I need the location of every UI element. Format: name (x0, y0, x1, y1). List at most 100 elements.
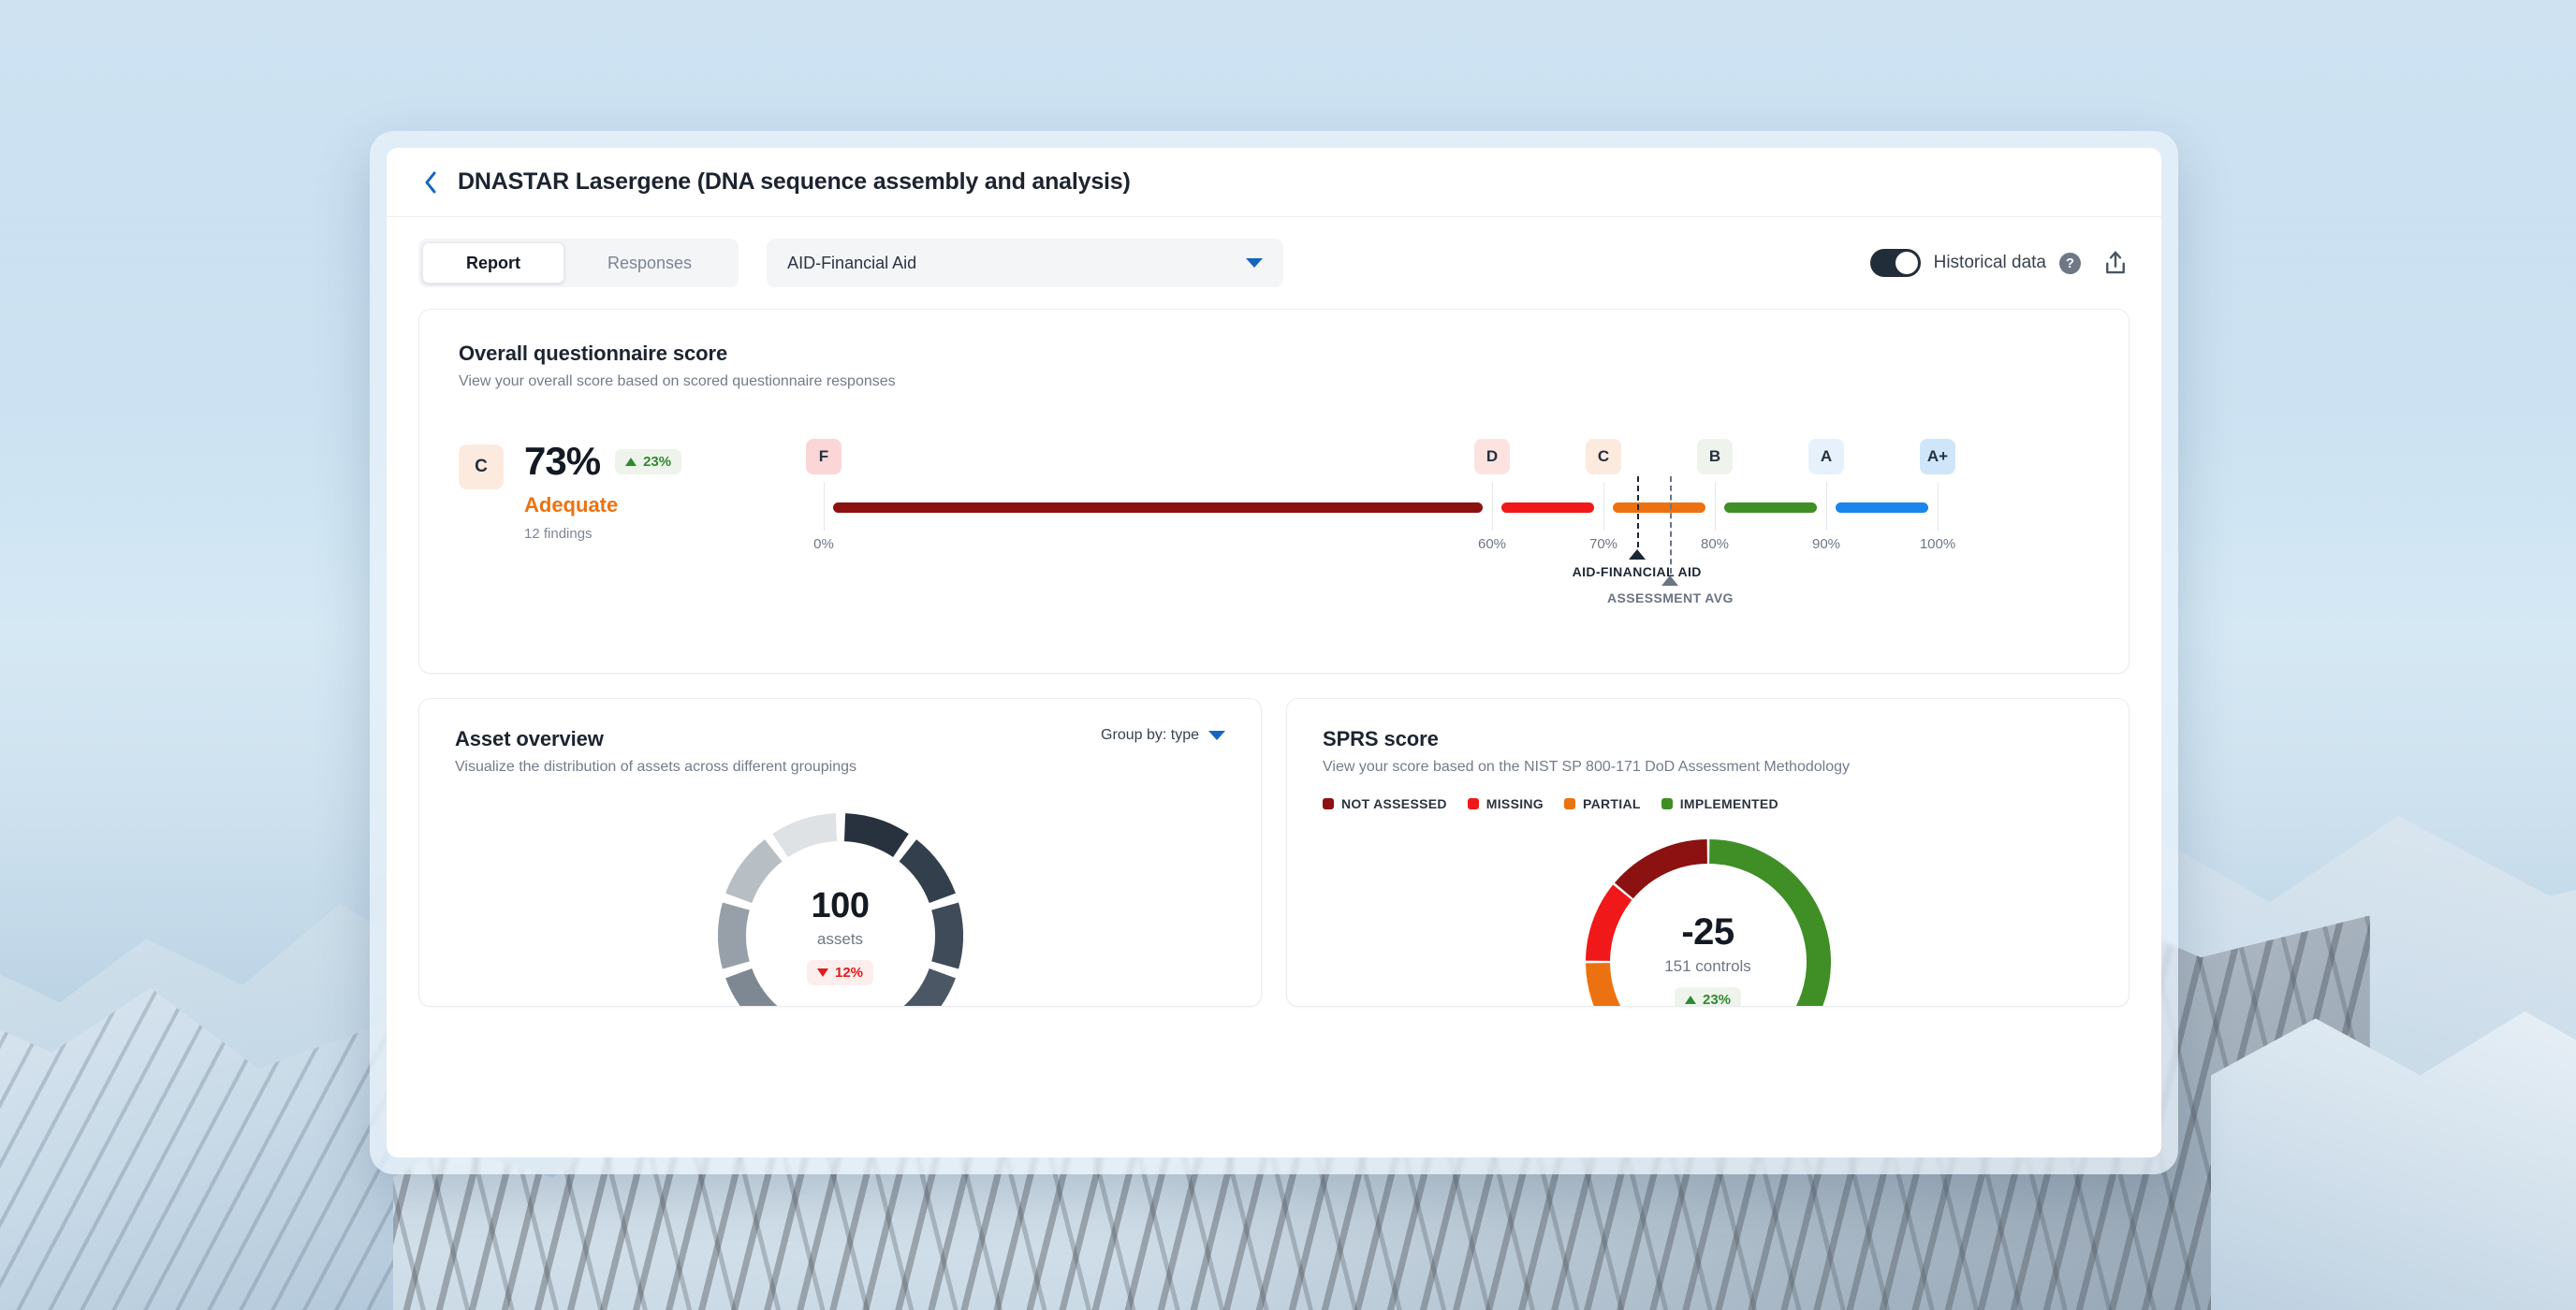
asset-overview-card: Asset overview Visualize the distributio… (418, 698, 1262, 1007)
marker-triangle-icon (1661, 575, 1679, 586)
sprs-score-card: SPRS score View your score based on the … (1286, 698, 2130, 1007)
marker-label: AID-FINANCIAL AID (1572, 564, 1702, 579)
scale-segment-a (1836, 502, 1928, 513)
legend-item: PARTIAL (1564, 796, 1641, 811)
scale-segment-f (833, 502, 1483, 513)
scale-segment-b (1724, 502, 1817, 513)
score-delta-value: 23% (643, 453, 672, 470)
chevron-down-icon (1246, 258, 1264, 268)
tab-report[interactable]: Report (422, 242, 564, 284)
legend-item: NOT ASSESSED (1323, 796, 1447, 811)
asset-overview-header: Asset overview Visualize the distributio… (455, 727, 1225, 776)
donut-segment (1585, 962, 1620, 1006)
toolbar-actions: Historical data ? (1869, 249, 2130, 277)
sprs-score-header: SPRS score View your score based on the … (1323, 727, 2093, 776)
score-row: 73% 23% (524, 439, 682, 484)
marker-label: ASSESSMENT AVG (1607, 590, 1734, 605)
app-window-frame: DNASTAR Lasergene (DNA sequence assembly… (370, 131, 2178, 1174)
toolbar: Report Responses AID-Financial Aid Histo… (387, 217, 2161, 309)
overall-score-subtitle: View your overall score based on scored … (459, 373, 896, 389)
tab-responses[interactable]: Responses (607, 253, 693, 272)
donut-center-value: 100 (811, 886, 870, 925)
legend-label: PARTIAL (1583, 796, 1641, 811)
donut-segment (843, 813, 909, 858)
assessment-select[interactable]: AID-Financial Aid (767, 239, 1284, 287)
foreground-ice-right (2211, 1011, 2576, 1310)
group-by-label: Group by: type (1101, 727, 1199, 743)
scale-segment-d (1501, 502, 1594, 513)
group-by-dropdown[interactable]: Group by: type (1101, 727, 1225, 744)
sprs-score-donut: -25 151 controls 23% (1585, 839, 1831, 1007)
asset-distribution-donut: 100 assets 12% (717, 813, 963, 1006)
historical-data-toggle[interactable] (1869, 249, 1921, 277)
scale-tick-label: 100% (1919, 536, 1956, 552)
legend-item: MISSING (1467, 796, 1544, 811)
marker-triangle-icon (1628, 549, 1646, 560)
triangle-up-icon (625, 457, 637, 466)
grade-chip-a: A (1808, 439, 1844, 474)
legend-item: IMPLEMENTED (1661, 796, 1778, 811)
donut-segment (1614, 839, 1707, 899)
donut-segment (717, 902, 750, 969)
help-icon[interactable]: ? (2059, 252, 2081, 274)
scale-tick-label: 90% (1811, 536, 1841, 552)
donut-segment (903, 968, 956, 1006)
content-area: Overall questionnaire score View your ov… (387, 309, 2161, 1007)
donut-center-value: -25 (1681, 911, 1734, 953)
donut-delta-badge: 12% (806, 960, 874, 985)
chevron-left-icon[interactable] (418, 170, 443, 195)
grade-chip-c: C (1586, 439, 1621, 474)
score-figures: 73% 23% Adequate 12 findings (524, 439, 682, 542)
grade-chip-d: D (1474, 439, 1510, 474)
legend-label: NOT ASSESSED (1341, 796, 1447, 811)
donut-delta-value: 12% (834, 965, 864, 981)
grade-scale-chart: 0% F 60% D 70% C 80% B 90% A 100% A+ AID-FINANCIAL A… (806, 439, 2089, 635)
tab-group: Report Responses (418, 239, 739, 287)
donut-segment (930, 902, 963, 969)
donut-delta-wrap: 23% (1674, 987, 1742, 1007)
sprs-legend: NOT ASSESSED MISSING PARTIAL IMPLEMENTED (1323, 796, 2093, 811)
historical-data-label: Historical data (1933, 253, 2046, 272)
app-window: DNASTAR Lasergene (DNA sequence assembly… (387, 148, 2161, 1157)
grade-chip-f: F (806, 439, 842, 474)
legend-label: IMPLEMENTED (1679, 796, 1778, 811)
page-title: DNASTAR Lasergene (DNA sequence assembly… (458, 168, 1131, 195)
legend-color-swatch (1564, 798, 1575, 809)
asset-overview-subtitle: Visualize the distribution of assets acr… (455, 759, 856, 775)
bottom-card-row: Asset overview Visualize the distributio… (418, 698, 2130, 1007)
donut-delta-badge: 23% (1674, 987, 1742, 1007)
triangle-down-icon (816, 968, 828, 977)
overall-score-body: C 73% 23% Adequate 12 findings 0% (459, 439, 2089, 635)
scale-tick-line (1715, 482, 1716, 531)
donut-segment (1708, 839, 1831, 1006)
donut-segment (771, 813, 837, 858)
donut-segment (724, 968, 777, 1006)
scale-tick-label: 60% (1477, 536, 1507, 552)
score-rating: Adequate (524, 493, 619, 517)
share-upload-icon[interactable] (2101, 249, 2130, 277)
scale-tick-line (1603, 482, 1604, 531)
donut-segment (1585, 884, 1632, 962)
donut-segment (898, 839, 956, 904)
grade-chip-aplus: A+ (1920, 439, 1955, 474)
triangle-up-icon (1684, 996, 1696, 1004)
grade-chip-b: B (1697, 439, 1733, 474)
donut-delta-value: 23% (1702, 992, 1732, 1007)
donut-center: 100 assets 12% (718, 813, 963, 1006)
legend-color-swatch (1661, 798, 1673, 809)
legend-label: MISSING (1486, 796, 1544, 811)
score-delta-badge: 23% (615, 448, 682, 474)
titlebar: DNASTAR Lasergene (DNA sequence assembly… (387, 148, 2161, 217)
legend-color-swatch (1323, 798, 1334, 809)
chevron-down-icon (1208, 731, 1225, 740)
score-percent: 73% (524, 439, 601, 483)
scale-tick-label: 80% (1700, 536, 1730, 552)
overall-score-card: Overall questionnaire score View your ov… (418, 309, 2130, 674)
donut-center: -25 151 controls 23% (1586, 839, 1831, 1007)
scale-tick-line (1826, 482, 1827, 531)
legend-color-swatch (1467, 798, 1479, 809)
score-findings: 12 findings (524, 526, 593, 542)
sprs-score-subtitle: View your score based on the NIST SP 800… (1323, 759, 1850, 775)
scale-tick-label: 70% (1588, 536, 1618, 552)
donut-delta-wrap: 12% (806, 960, 874, 985)
